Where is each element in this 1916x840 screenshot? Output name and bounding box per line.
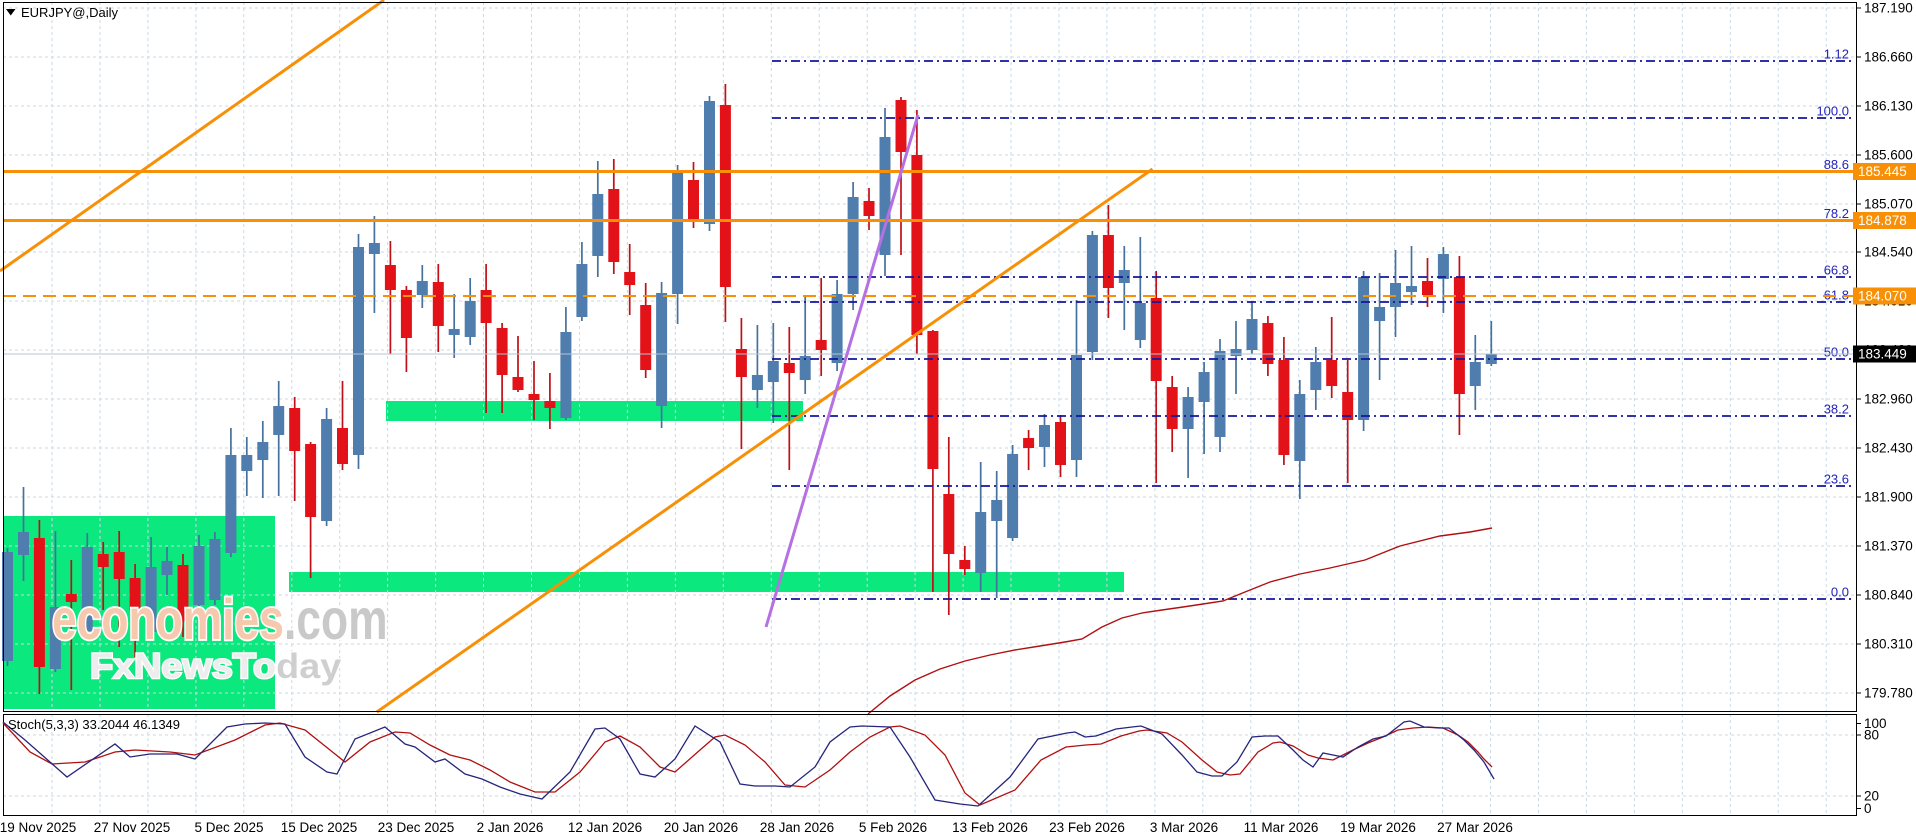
svg-text:100.0: 100.0	[1816, 104, 1849, 119]
svg-text:185.600: 185.600	[1864, 148, 1913, 163]
svg-text:180.310: 180.310	[1864, 637, 1913, 652]
svg-text:185.070: 185.070	[1864, 197, 1913, 212]
svg-text:38.2: 38.2	[1824, 402, 1849, 417]
svg-text:181.370: 181.370	[1864, 539, 1913, 554]
svg-text:Stoch(5,3,3) 33.2044 46.1349: Stoch(5,3,3) 33.2044 46.1349	[8, 717, 180, 732]
svg-text:184.540: 184.540	[1864, 245, 1913, 260]
svg-text:184.070: 184.070	[1858, 289, 1907, 304]
svg-text:12 Jan 2026: 12 Jan 2026	[568, 820, 642, 835]
svg-text:15 Dec 2025: 15 Dec 2025	[281, 820, 358, 835]
svg-text:0: 0	[1864, 801, 1872, 816]
svg-text:50.0: 50.0	[1824, 345, 1849, 360]
svg-text:20 Jan 2026: 20 Jan 2026	[664, 820, 738, 835]
svg-text:78.2: 78.2	[1824, 206, 1849, 221]
svg-text:EURJPY@,Daily: EURJPY@,Daily	[21, 5, 118, 20]
svg-text:66.8: 66.8	[1824, 263, 1849, 278]
svg-text:3 Mar 2026: 3 Mar 2026	[1150, 820, 1218, 835]
svg-text:23 Dec 2025: 23 Dec 2025	[378, 820, 455, 835]
svg-text:28 Jan 2026: 28 Jan 2026	[760, 820, 834, 835]
svg-text:184.878: 184.878	[1858, 213, 1907, 228]
svg-text:88.6: 88.6	[1824, 157, 1849, 172]
svg-text:61.8: 61.8	[1824, 288, 1849, 303]
svg-text:181.900: 181.900	[1864, 490, 1913, 505]
svg-text:5 Dec 2025: 5 Dec 2025	[194, 820, 263, 835]
svg-text:2 Jan 2026: 2 Jan 2026	[477, 820, 544, 835]
svg-text:182.430: 182.430	[1864, 441, 1913, 456]
svg-text:0.0: 0.0	[1831, 585, 1849, 600]
svg-text:19 Nov 2025: 19 Nov 2025	[0, 820, 76, 835]
svg-text:23 Feb 2026: 23 Feb 2026	[1049, 820, 1125, 835]
svg-text:179.780: 179.780	[1864, 686, 1913, 701]
svg-text:186.660: 186.660	[1864, 50, 1913, 65]
svg-text:20: 20	[1864, 789, 1879, 804]
svg-text:180.840: 180.840	[1864, 588, 1913, 603]
svg-text:187.190: 187.190	[1864, 1, 1913, 16]
svg-text:19 Mar 2026: 19 Mar 2026	[1340, 820, 1416, 835]
svg-text:13 Feb 2026: 13 Feb 2026	[952, 820, 1028, 835]
svg-text:1.12: 1.12	[1824, 47, 1849, 62]
svg-text:5 Feb 2026: 5 Feb 2026	[859, 820, 927, 835]
svg-text:182.960: 182.960	[1864, 392, 1913, 407]
svg-text:23.6: 23.6	[1824, 472, 1849, 487]
svg-text:185.445: 185.445	[1858, 164, 1907, 179]
svg-text:183.449: 183.449	[1858, 347, 1907, 362]
svg-text:27 Nov 2025: 27 Nov 2025	[94, 820, 171, 835]
svg-text:economies.com: economies.com	[52, 588, 388, 652]
svg-text:80: 80	[1864, 728, 1879, 743]
svg-text:FxNewsToday: FxNewsToday	[90, 646, 342, 685]
svg-text:11 Mar 2026: 11 Mar 2026	[1244, 820, 1319, 835]
svg-text:186.130: 186.130	[1864, 99, 1913, 114]
svg-text:100: 100	[1864, 716, 1887, 731]
svg-text:27 Mar 2026: 27 Mar 2026	[1437, 820, 1513, 835]
